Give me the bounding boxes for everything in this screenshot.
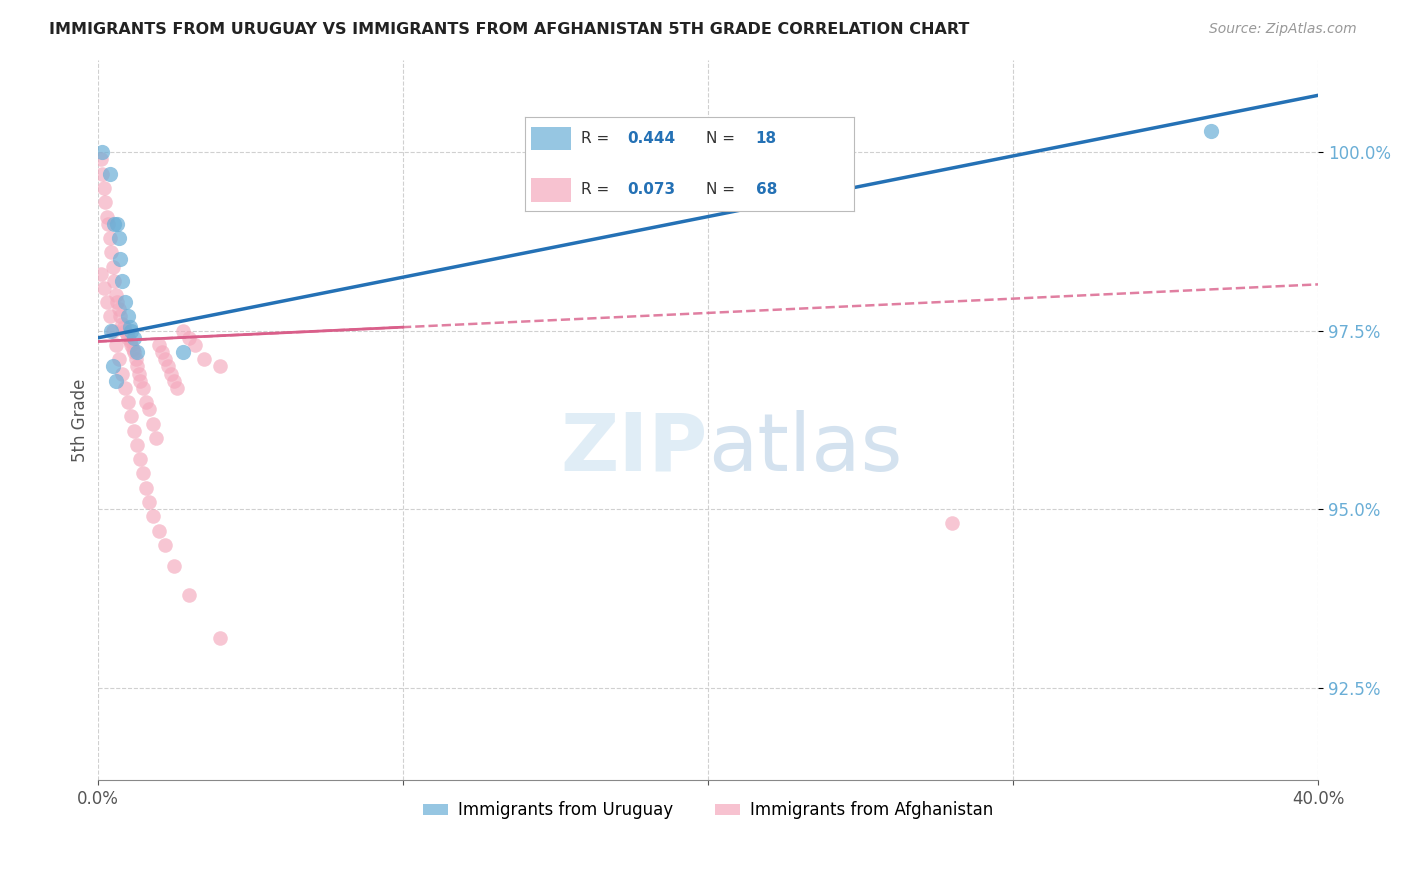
Point [111, 317, 134, 331]
Point [110, 252, 132, 267]
Point [208, 631, 231, 645]
Point [96, 210, 118, 224]
Point [135, 481, 157, 495]
Point [93, 181, 115, 195]
Point [104, 338, 127, 352]
Point [127, 359, 149, 374]
Point [91, 167, 114, 181]
Point [114, 324, 136, 338]
Point [129, 452, 152, 467]
Text: ZIP: ZIP [561, 409, 709, 488]
Point [90, 267, 112, 281]
Point [159, 367, 181, 381]
Point [153, 352, 176, 367]
Point [166, 381, 188, 395]
Point [111, 274, 134, 288]
Point [138, 495, 160, 509]
Point [108, 231, 131, 245]
Point [172, 324, 194, 338]
Point [122, 331, 145, 345]
Point [156, 359, 179, 374]
Point [193, 352, 215, 367]
Point [153, 538, 176, 552]
Point [135, 395, 157, 409]
Text: IMMIGRANTS FROM URUGUAY VS IMMIGRANTS FROM AFGHANISTAN 5TH GRADE CORRELATION CHA: IMMIGRANTS FROM URUGUAY VS IMMIGRANTS FR… [49, 22, 970, 37]
Text: Source: ZipAtlas.com: Source: ZipAtlas.com [1209, 22, 1357, 37]
Point [120, 338, 142, 352]
Point [163, 559, 186, 574]
Point [145, 431, 167, 445]
Point [179, 331, 201, 345]
Point [118, 334, 141, 349]
Point [122, 345, 145, 359]
Point [98, 231, 121, 245]
Point [127, 438, 149, 452]
Point [103, 217, 125, 231]
Point [150, 345, 173, 359]
Point [98, 310, 121, 324]
Point [94, 195, 117, 210]
Point [141, 417, 163, 431]
Point [163, 374, 186, 388]
Point [141, 509, 163, 524]
Point [179, 588, 201, 602]
Point [90, 153, 112, 167]
Point [91, 145, 114, 160]
Point [114, 295, 136, 310]
Point [117, 395, 139, 409]
Point [941, 516, 963, 531]
Legend: Immigrants from Uruguay, Immigrants from Afghanistan: Immigrants from Uruguay, Immigrants from… [416, 795, 1000, 826]
Point [117, 310, 139, 324]
Point [118, 320, 141, 334]
Point [125, 352, 148, 367]
Point [98, 167, 121, 181]
Point [96, 295, 118, 310]
Point [97, 217, 120, 231]
Point [104, 288, 127, 302]
Point [108, 352, 131, 367]
Point [108, 302, 131, 317]
Point [112, 320, 135, 334]
Point [110, 310, 132, 324]
Point [172, 345, 194, 359]
Point [101, 359, 124, 374]
Point [115, 327, 138, 342]
Point [138, 402, 160, 417]
Point [101, 324, 124, 338]
Point [117, 331, 139, 345]
Point [148, 338, 170, 352]
Point [122, 424, 145, 438]
Point [1201, 124, 1223, 138]
Point [114, 381, 136, 395]
Point [111, 367, 134, 381]
Point [127, 345, 149, 359]
Point [208, 359, 231, 374]
Point [120, 409, 142, 424]
Point [148, 524, 170, 538]
Point [184, 338, 207, 352]
Point [132, 381, 155, 395]
Point [120, 324, 142, 338]
Point [129, 374, 152, 388]
Point [121, 342, 143, 356]
Point [107, 295, 129, 310]
Y-axis label: 5th Grade: 5th Grade [72, 378, 89, 462]
Point [103, 274, 125, 288]
Point [93, 281, 115, 295]
Point [100, 324, 122, 338]
Point [132, 467, 155, 481]
Point [100, 245, 122, 260]
Point [128, 367, 150, 381]
Text: atlas: atlas [709, 409, 903, 488]
Point [101, 260, 124, 274]
Point [107, 217, 129, 231]
Point [104, 374, 127, 388]
